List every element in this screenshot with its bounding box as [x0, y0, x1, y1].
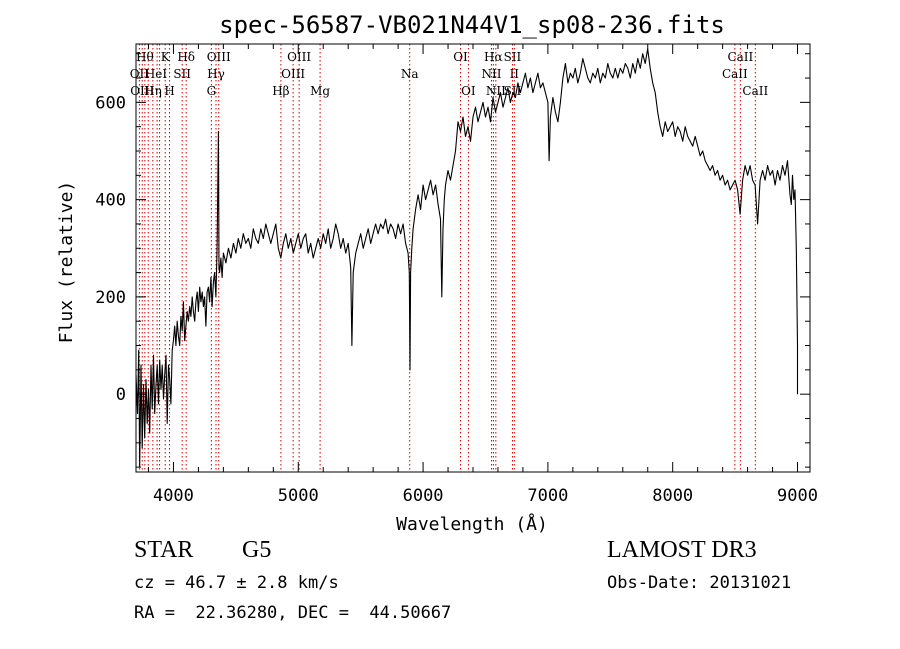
spectral-line-label-19: Hη	[144, 84, 162, 98]
spectral-line-label-10: HeI	[145, 67, 168, 81]
spectral-line-label-20: H	[164, 84, 174, 98]
object-class: STAR	[134, 537, 194, 563]
y-tick-label: 400	[95, 191, 126, 211]
spectral-line-label-11: SII	[173, 67, 191, 81]
chart-title: spec-56587-VB021N44V1_sp08-236.fits	[219, 11, 725, 39]
spectral-line-label-2: Hδ	[177, 50, 195, 64]
axis-ticks: 4000 5000 6000 7000 8000 9000 0 200 400 600	[95, 44, 818, 506]
spectral-line-label-6: Hα	[484, 50, 503, 64]
spectral-line-label-8: CaII	[727, 50, 753, 64]
x-tick-label: 5000	[278, 486, 319, 506]
spectral-line-label-27: CaII	[742, 84, 768, 98]
spectral-line-label-24: OI	[461, 84, 476, 98]
spectral-line-label-21: G	[207, 84, 217, 98]
spectral-line-label-14: Na	[401, 67, 419, 81]
y-tick-label: 600	[95, 93, 126, 113]
y-axis-label: Flux (relative)	[56, 181, 77, 344]
spectral-line-label-16: II	[510, 67, 520, 81]
y-tick-label: 0	[116, 385, 126, 405]
redshift-readout: cz = 46.7 ± 2.8 km/s	[134, 573, 339, 593]
plot-frame	[135, 43, 811, 473]
y-tick-label: 200	[95, 288, 126, 308]
spectrum-line-0	[135, 48, 799, 468]
spectral-line-label-7: SII	[504, 50, 522, 64]
spectral-line-label-1: K	[161, 50, 171, 64]
x-tick-label: 8000	[652, 486, 693, 506]
x-tick-label: 9000	[777, 486, 818, 506]
spectral-line-markers	[138, 44, 756, 472]
survey-release: LAMOST DR3	[607, 537, 757, 563]
spectral-line-label-13: OIII	[281, 67, 305, 81]
x-tick-label: 6000	[403, 486, 444, 506]
coordinates: RA = 22.36280, DEC = 44.50667	[134, 603, 452, 623]
obs-date: Obs-Date: 20131021	[607, 573, 792, 593]
spectrum-series	[135, 48, 799, 468]
x-tick-label: 7000	[527, 486, 568, 506]
x-axis-label: Wavelength (Å)	[396, 513, 548, 535]
spectral-line-label-5: OI	[453, 50, 468, 64]
spectral-line-label-22: Hβ	[272, 84, 289, 98]
spectral-line-label-15: NII	[481, 67, 501, 81]
spectral-line-label-23: Mg	[310, 84, 330, 98]
object-subclass: G5	[242, 537, 272, 563]
x-tick-label: 4000	[153, 486, 194, 506]
spectral-line-label-4: OIII	[287, 50, 311, 64]
spectral-line-label-12: Hγ	[207, 67, 225, 81]
spectral-line-label-3: OIII	[207, 50, 231, 64]
spectral-line-label-0: Hθ	[136, 50, 154, 64]
spectral-line-label-17: CaII	[722, 67, 748, 81]
spectral-line-label-9: OII	[130, 67, 150, 81]
